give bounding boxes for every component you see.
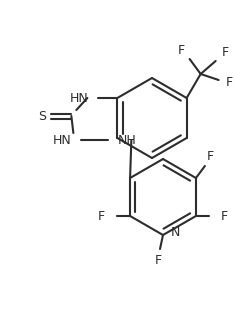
Text: S: S (38, 110, 46, 123)
Text: F: F (221, 210, 228, 223)
Text: N: N (171, 227, 180, 240)
Text: F: F (178, 45, 185, 58)
Text: HN: HN (69, 92, 88, 105)
Text: F: F (226, 75, 233, 88)
Text: F: F (154, 254, 161, 266)
Text: NH: NH (117, 134, 136, 147)
Text: F: F (222, 46, 229, 59)
Text: F: F (206, 150, 213, 163)
Text: F: F (98, 210, 105, 223)
Text: HN: HN (53, 134, 71, 147)
